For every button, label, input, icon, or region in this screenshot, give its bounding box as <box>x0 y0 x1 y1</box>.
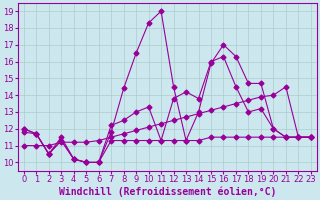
X-axis label: Windchill (Refroidissement éolien,°C): Windchill (Refroidissement éolien,°C) <box>59 187 276 197</box>
